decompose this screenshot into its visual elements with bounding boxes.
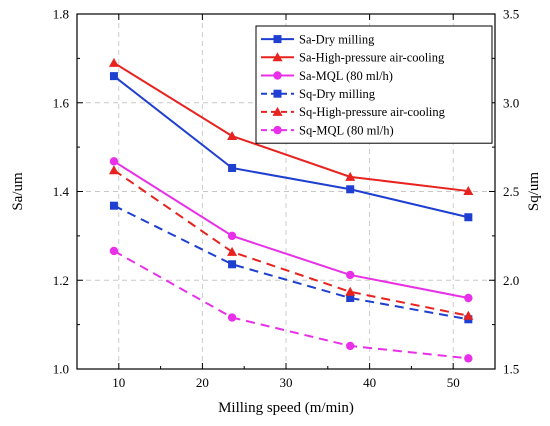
x-tick-label: 50 <box>447 375 460 390</box>
data-point <box>346 294 355 302</box>
y2-tick-label: 2.5 <box>503 184 519 199</box>
data-point <box>108 57 119 67</box>
legend-label: Sq-Dry milling <box>299 87 376 101</box>
data-point <box>463 310 474 320</box>
y2-tick-label: 1.5 <box>503 362 519 377</box>
y-axis-title: Sa/um <box>10 172 26 211</box>
series-line <box>113 204 469 321</box>
y-tick-label: 1.0 <box>53 362 69 377</box>
x-tick-label: 40 <box>363 375 376 390</box>
legend-label: Sa-MQL (80 ml/h) <box>299 69 393 83</box>
data-point <box>464 213 473 222</box>
legend-swatch-marker <box>273 71 282 80</box>
legend-swatch-marker <box>273 89 282 98</box>
series-line <box>113 75 469 219</box>
x-tick-label: 10 <box>112 375 125 390</box>
data-point <box>109 201 118 210</box>
legend-label: Sa-Dry milling <box>299 32 375 46</box>
x-tick-label: 20 <box>196 375 209 390</box>
series-3 <box>109 157 473 303</box>
y-tick-label: 1.8 <box>53 7 69 22</box>
data-point <box>227 246 238 256</box>
legend-item: Sq-MQL (80 ml/h) <box>261 123 394 137</box>
series-1 <box>109 72 473 222</box>
legend-label: Sa-High-pressure air-cooling <box>299 51 445 65</box>
y2-tick-label: 2.0 <box>503 273 519 288</box>
data-point <box>463 186 474 196</box>
x-axis-title: Milling speed (m/min) <box>218 400 354 416</box>
ticks-layer: 10 20 30 40 50 1.0 1.2 1.4 1.6 1.8 1.5 2.0 2.5 3.0 3.5 <box>53 7 520 391</box>
series-5 <box>108 165 474 320</box>
series-2 <box>108 57 474 196</box>
data-point <box>109 72 118 81</box>
data-point <box>109 157 119 166</box>
legend-swatch-marker <box>273 125 282 135</box>
y-tick-label: 1.2 <box>53 273 69 288</box>
data-point <box>228 163 237 172</box>
legend: Sa-Dry milling Sa-High-pressure air-cooli… <box>255 25 493 144</box>
legend-item: Sa-Dry milling <box>261 32 375 46</box>
y-tick-label: 1.6 <box>53 95 70 110</box>
data-point <box>345 171 356 181</box>
legend-item: Sq-Dry milling <box>261 87 376 101</box>
series-line <box>113 160 469 299</box>
y2-tick-label: 3.0 <box>503 95 519 110</box>
series-line <box>113 169 469 317</box>
data-point <box>346 270 355 280</box>
data-point <box>228 260 237 269</box>
data-point <box>227 313 237 322</box>
legend-swatch-marker <box>273 35 282 44</box>
legend-item: Sa-MQL (80 ml/h) <box>261 69 393 83</box>
data-point <box>346 341 355 351</box>
data-point <box>345 286 356 296</box>
legend-item: Sq-High-pressure air-cooling <box>261 105 446 119</box>
y2-axis-title: Sq/um <box>526 172 542 212</box>
data-point <box>227 131 238 141</box>
legend-label: Sq-MQL (80 ml/h) <box>299 123 394 137</box>
series-line <box>113 250 469 360</box>
legend-item: Sa-High-pressure air-cooling <box>261 51 445 65</box>
data-point <box>109 246 119 256</box>
data-point <box>464 354 473 363</box>
data-point <box>227 231 237 241</box>
series-6 <box>109 246 473 363</box>
y2-tick-label: 3.5 <box>503 7 519 22</box>
data-point <box>346 185 355 194</box>
x-tick-label: 30 <box>280 375 293 390</box>
legend-label: Sq-High-pressure air-cooling <box>299 105 446 119</box>
legend-box <box>255 25 493 144</box>
series-layer <box>108 57 474 363</box>
data-point <box>108 165 119 175</box>
series-line <box>113 61 469 193</box>
legend-swatch-marker <box>272 52 283 62</box>
legend-swatch-marker <box>272 106 283 116</box>
y-tick-label: 1.4 <box>53 184 70 199</box>
data-point <box>464 293 473 303</box>
